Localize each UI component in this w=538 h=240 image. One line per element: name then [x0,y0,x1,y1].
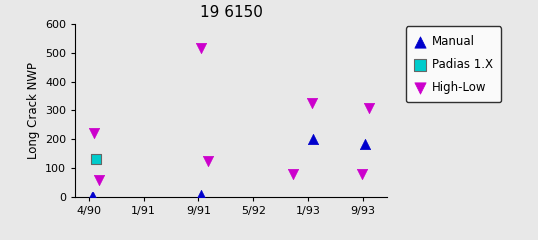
Manual [361,142,370,145]
Title: 19 6150: 19 6150 [200,5,263,20]
High-Low [288,172,297,176]
High-Low [204,159,213,163]
Manual [88,195,96,199]
Padias 1.X [91,157,100,161]
High-Low [357,172,366,176]
Manual [89,195,98,199]
High-Low [365,106,373,109]
Manual [309,137,318,141]
High-Low [95,178,103,181]
High-Low [197,47,206,50]
High-Low [308,101,317,105]
Legend: Manual, Padias 1.X, High-Low: Manual, Padias 1.X, High-Low [406,26,501,102]
Y-axis label: Long Crack NWP: Long Crack NWP [26,62,40,159]
Manual [197,193,206,197]
High-Low [90,132,99,135]
